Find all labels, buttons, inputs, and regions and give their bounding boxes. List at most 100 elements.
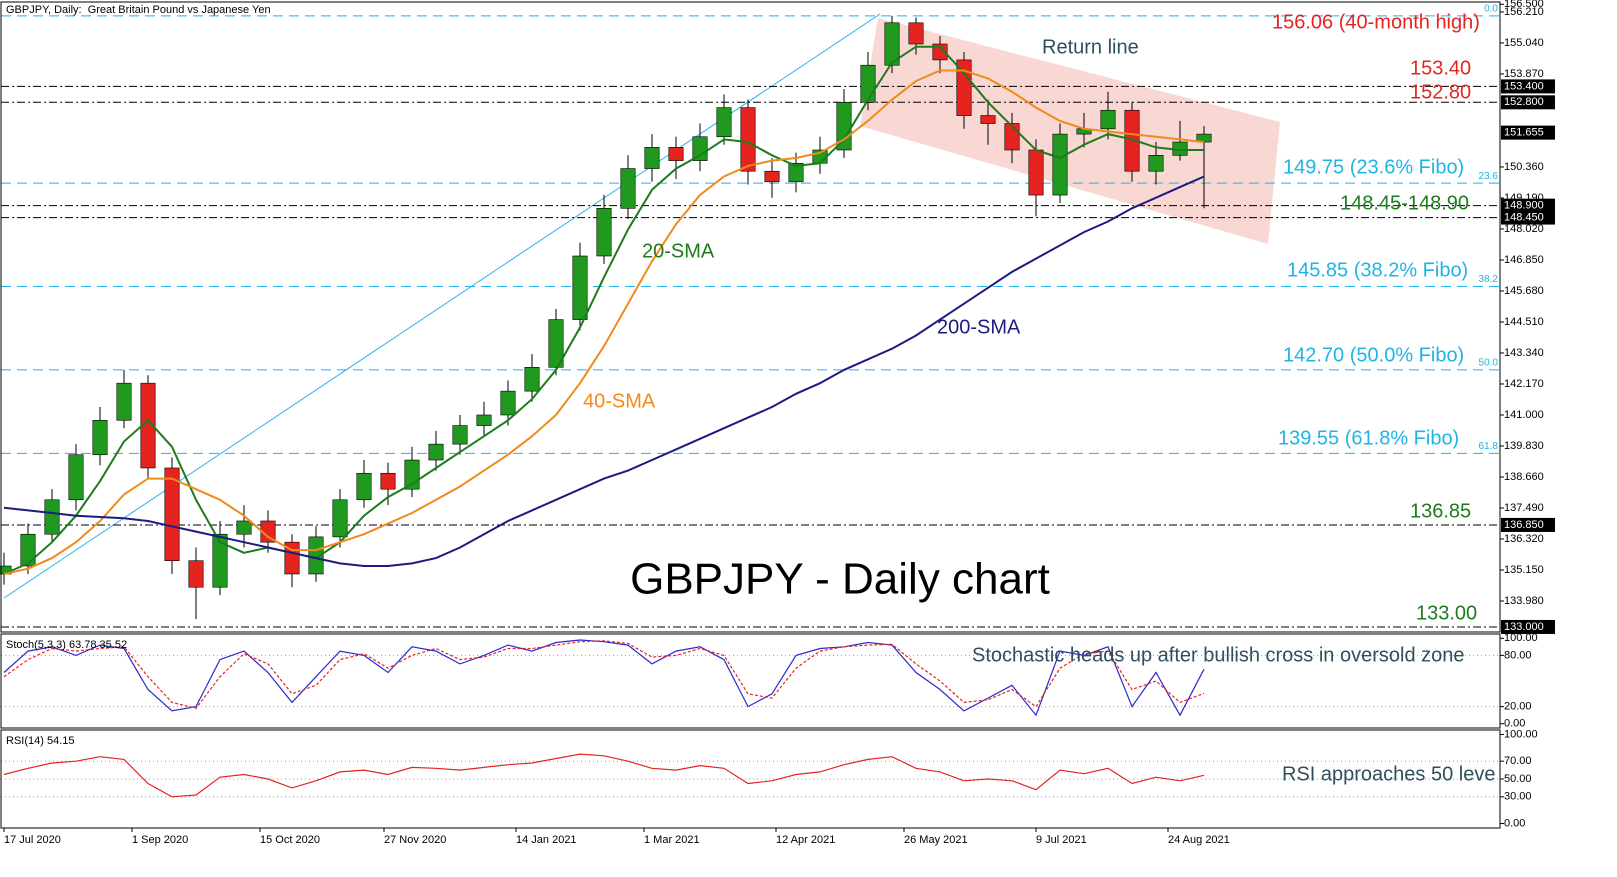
- price-marker-label: 153.400: [1504, 80, 1544, 92]
- stoch-title: Stoch(5,3,3) 63.78 35.52: [6, 639, 127, 651]
- y-tick-label: 50.00: [1504, 773, 1532, 785]
- annotation: 133.00: [1416, 602, 1477, 624]
- candle-body: [1028, 149, 1044, 196]
- candle-body: [428, 443, 444, 461]
- candle-body: [932, 43, 948, 61]
- candle-body: [68, 454, 84, 501]
- price-marker-label: 151.655: [1504, 127, 1544, 139]
- y-tick-label: 137.490: [1504, 502, 1544, 514]
- price-panel-frame: [0, 1, 1501, 633]
- y-tick-label: 80.00: [1504, 649, 1532, 661]
- price-marker-label: 148.450: [1504, 211, 1544, 223]
- candle-body: [596, 207, 612, 257]
- price-marker: [1501, 619, 1555, 634]
- y-tick-label: 142.170: [1504, 378, 1544, 390]
- series-line: [3, 45, 1204, 575]
- candle-body: [500, 390, 516, 416]
- rsi-title: RSI(14) 54.15: [6, 735, 74, 747]
- y-tick-label: 0.00: [1504, 817, 1525, 829]
- y-tick-label: 136.320: [1504, 533, 1544, 545]
- series-line: [3, 175, 1205, 567]
- y-tick-label: 143.340: [1504, 347, 1544, 359]
- x-tick-label: 1 Sep 2020: [132, 834, 188, 846]
- series-label: 20-SMA: [642, 240, 715, 262]
- fibo-label: 50.0: [1479, 358, 1499, 369]
- candle-body: [764, 170, 780, 183]
- annotation: 136.85: [1410, 500, 1471, 522]
- y-tick-label: 156.210: [1504, 6, 1544, 18]
- y-tick-label: 146.850: [1504, 254, 1544, 266]
- candle-body: [644, 147, 660, 169]
- price-marker-label: 136.850: [1504, 519, 1544, 531]
- y-tick-label: 156.500: [1504, 0, 1544, 10]
- candle-body: [476, 414, 492, 426]
- y-tick-label: 144.510: [1504, 316, 1544, 328]
- y-tick-label: 133.980: [1504, 595, 1544, 607]
- fibo-label: 23.6: [1479, 171, 1499, 182]
- x-tick-label: 15 Oct 2020: [260, 834, 320, 846]
- candle-body: [668, 147, 684, 161]
- price-marker: [1501, 198, 1555, 213]
- trend-line: [3, 13, 881, 599]
- fibo-label: 61.8: [1479, 441, 1499, 452]
- annotation: Return line: [1042, 36, 1139, 58]
- x-tick-label: 24 Aug 2021: [1168, 834, 1230, 846]
- candle-body: [1100, 109, 1116, 130]
- candle-body: [572, 255, 588, 320]
- series-label: 40-SMA: [583, 390, 656, 412]
- price-marker: [1501, 95, 1555, 110]
- chart-title: GBPJPY, Daily: Great Britain Pound vs Ja…: [6, 4, 271, 16]
- x-tick-label: 12 Apr 2021: [776, 834, 835, 846]
- y-tick-label: 148.020: [1504, 223, 1544, 235]
- fibo-label: 38.2: [1479, 274, 1499, 285]
- y-tick-label: 20.00: [1504, 701, 1532, 713]
- candle-body: [452, 425, 468, 445]
- candle-body: [1148, 155, 1164, 172]
- x-tick-label: 1 Mar 2021: [644, 834, 700, 846]
- y-tick-label: 155.040: [1504, 37, 1544, 49]
- plot-area: 0.0 23.6 38.2 50.0 61.8: [0, 4, 1500, 798]
- series-line: [3, 69, 1205, 575]
- stoch-panel-frame: [0, 633, 1501, 729]
- candle-body: [20, 533, 36, 567]
- candle-body: [92, 419, 108, 456]
- annotation: 142.70 (50.0% Fibo): [1283, 344, 1464, 366]
- series-line: [3, 640, 1205, 709]
- y-tick-label: 0.00: [1504, 718, 1525, 730]
- series-label: 200-SMA: [937, 316, 1021, 338]
- candle-body: [956, 59, 972, 116]
- y-tick-label: 100.00: [1504, 728, 1538, 740]
- candle-body: [1052, 133, 1068, 196]
- candle-body: [620, 168, 636, 209]
- candle-body: [884, 22, 900, 66]
- candle-body: [980, 115, 996, 124]
- watermark: GBPJPY - Daily chart: [630, 555, 1050, 604]
- y-tick-label: 145.680: [1504, 285, 1544, 297]
- y-tick-label: 150.360: [1504, 161, 1544, 173]
- annotation: 139.55 (61.8% Fibo): [1278, 427, 1459, 449]
- candle-body: [212, 533, 228, 588]
- y-tick-label: 153.870: [1504, 68, 1544, 80]
- annotation: 149.75 (23.6% Fibo): [1283, 156, 1464, 178]
- price-marker: [1501, 517, 1555, 532]
- x-tick-label: 17 Jul 2020: [4, 834, 61, 846]
- candle-body: [524, 366, 540, 392]
- y-tick-label: 139.830: [1504, 440, 1544, 452]
- y-tick-label: 30.00: [1504, 791, 1532, 803]
- candle-body: [716, 107, 732, 138]
- candle-body: [236, 520, 252, 535]
- candle-body: [332, 499, 348, 538]
- candle-body: [116, 382, 132, 421]
- y-tick-label: 138.660: [1504, 471, 1544, 483]
- annotation: RSI approaches 50 leve: [1282, 763, 1495, 785]
- fibo-label: 0.0: [1484, 4, 1498, 15]
- candle-body: [788, 162, 804, 183]
- annotation: 156.06 (40-month high): [1272, 11, 1480, 33]
- annotation: 148.45-148.90: [1340, 192, 1469, 214]
- candle-body: [548, 319, 564, 368]
- x-tick-label: 9 Jul 2021: [1036, 834, 1087, 846]
- candle-body: [356, 472, 372, 501]
- candle-body: [308, 536, 324, 575]
